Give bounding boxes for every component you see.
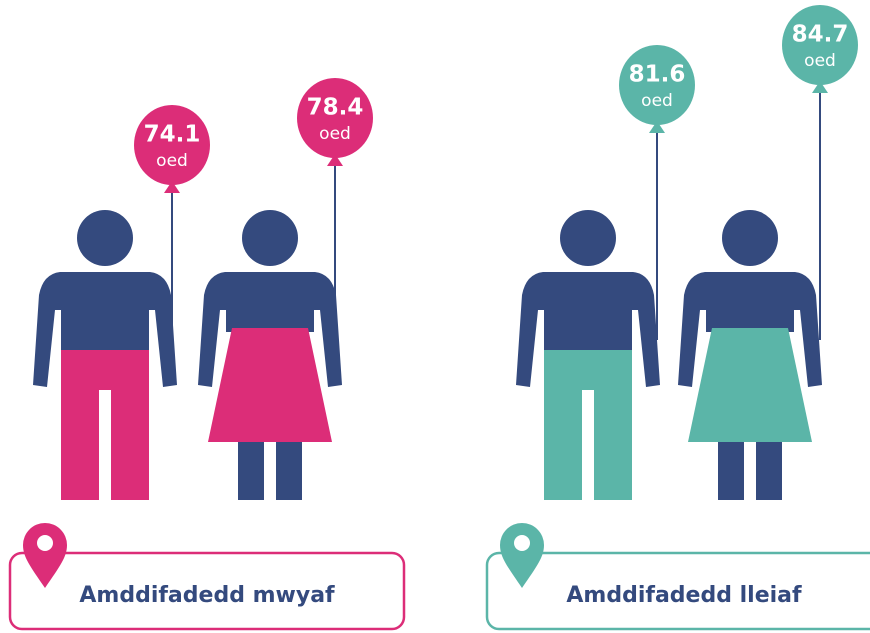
head [722, 210, 778, 266]
age-unit: oed [156, 151, 188, 171]
head [77, 210, 133, 266]
age-unit: oed [804, 51, 836, 71]
legs [238, 440, 302, 500]
trousers [544, 350, 632, 500]
pin-hole [37, 535, 53, 551]
group-label: Amddifadedd mwyaf [79, 583, 335, 608]
age-value: 81.6 [629, 62, 686, 88]
legs [718, 440, 782, 500]
age-unit: oed [641, 91, 673, 111]
age-value: 74.1 [144, 122, 201, 148]
head [560, 210, 616, 266]
infographic: 74.1 oed 78.4 oed Amddifadedd mwyaf 81.6 oed 84… [0, 0, 870, 633]
head [242, 210, 298, 266]
pin-hole [514, 535, 530, 551]
age-unit: oed [319, 124, 351, 144]
trousers [61, 350, 149, 500]
age-value: 78.4 [307, 95, 364, 121]
skirt [208, 328, 332, 442]
group-label: Amddifadedd lleiaf [566, 583, 802, 608]
skirt [688, 328, 812, 442]
age-value: 84.7 [792, 22, 849, 48]
